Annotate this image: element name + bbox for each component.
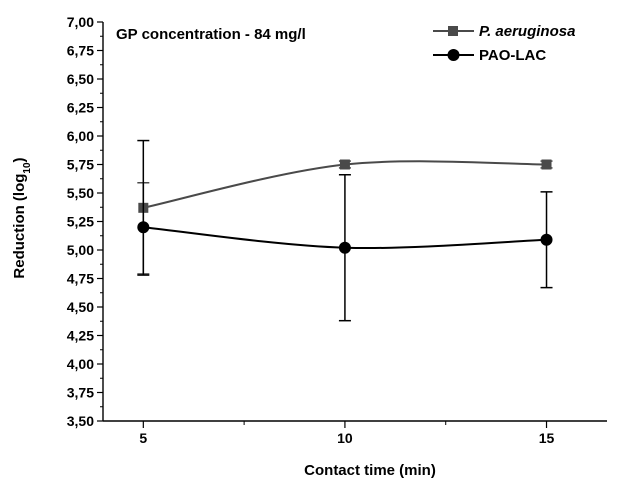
x-tick-label: 10 xyxy=(337,430,353,446)
legend-label: PAO-LAC xyxy=(479,47,546,64)
data-point-circle xyxy=(338,241,351,254)
data-point-square xyxy=(541,159,552,170)
y-tick-label: 6,25 xyxy=(67,100,94,116)
legend-marker-circle xyxy=(447,49,460,61)
y-tick-label: 7,00 xyxy=(67,14,94,30)
x-axis-label: Contact time (min) xyxy=(304,462,436,479)
series-1 xyxy=(137,139,553,322)
legend-marker-square xyxy=(448,26,458,36)
y-tick-label: 6,50 xyxy=(67,71,94,87)
y-tick-label: 3,50 xyxy=(67,413,94,429)
y-tick-label: 6,75 xyxy=(67,43,94,59)
legend: P. aeruginosa PAO-LAC xyxy=(433,23,575,64)
x-axis-ticks: 5 10 15 xyxy=(139,421,555,446)
y-tick-label: 4,00 xyxy=(67,356,94,372)
y-tick-label: 6,00 xyxy=(67,128,94,144)
y-axis-label-main: Reduction (log xyxy=(11,174,28,279)
y-tick-label: 4,75 xyxy=(67,271,94,287)
legend-label: P. aeruginosa xyxy=(479,23,575,40)
y-tick-label: 5,25 xyxy=(67,214,94,230)
y-tick-label: 3,75 xyxy=(67,385,94,401)
y-axis-label-close: ) xyxy=(11,157,28,162)
data-point-circle xyxy=(540,233,553,246)
data-point-circle xyxy=(137,221,150,234)
x-tick-label: 15 xyxy=(539,430,555,446)
y-tick-label: 5,50 xyxy=(67,185,94,201)
y-tick-label: 4,25 xyxy=(67,328,94,344)
x-tick-label: 5 xyxy=(139,430,147,446)
y-axis-label: Reduction (log10) xyxy=(11,157,33,278)
y-tick-label: 5,75 xyxy=(67,157,94,173)
plot-area xyxy=(102,22,607,422)
legend-item: P. aeruginosa xyxy=(433,23,575,40)
series-layer xyxy=(137,139,553,322)
y-axis-ticks: 3,50 3,75 4,00 4,25 4,50 4,75 5,00 5,25 5,50 5,75… xyxy=(67,14,103,429)
data-point-square xyxy=(339,159,350,170)
y-tick-label: 4,50 xyxy=(67,299,94,315)
chart-annotation: GP concentration - 84 mg/l xyxy=(116,26,306,43)
legend-item: PAO-LAC xyxy=(433,47,546,64)
y-tick-label: 5,00 xyxy=(67,242,94,258)
y-axis-label-subscript: 10 xyxy=(22,162,33,174)
